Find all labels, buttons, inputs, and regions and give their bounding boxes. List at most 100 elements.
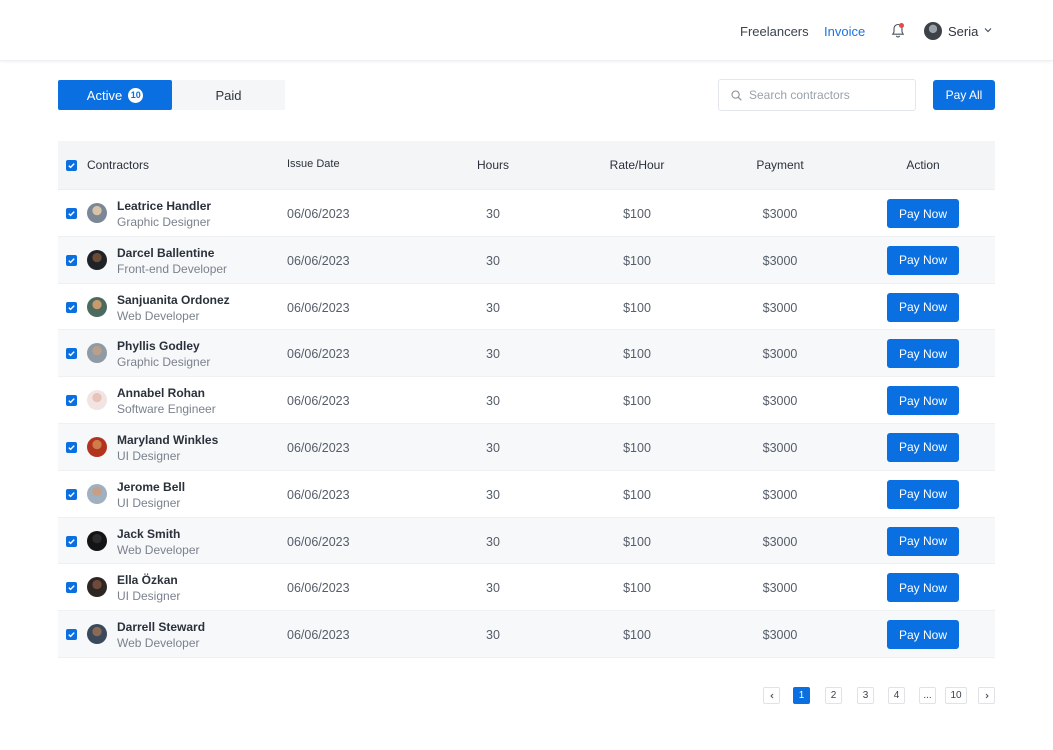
tab-paid[interactable]: Paid — [172, 80, 285, 110]
issue-date: 06/06/2023 — [287, 394, 350, 409]
page-button-10[interactable]: 10 — [945, 687, 967, 704]
check-icon — [68, 445, 75, 451]
avatar — [87, 296, 107, 317]
pay-now-button[interactable]: Pay Now — [887, 526, 959, 556]
page-button-1[interactable]: 1 — [793, 687, 810, 704]
chevron-left-icon — [769, 693, 773, 698]
header-action: Action — [906, 158, 940, 172]
contractor-role: Web Developer — [117, 542, 200, 557]
issue-date: 06/06/2023 — [287, 253, 350, 268]
contractor-role: UI Designer — [117, 495, 181, 510]
payment: $3000 — [762, 394, 798, 409]
hours: 30 — [486, 534, 500, 549]
pay-now-button[interactable]: Pay Now — [887, 292, 959, 322]
table-row: Maryland Winkles UI Designer 06/06/2023 30 $… — [58, 423, 995, 471]
check-icon — [68, 211, 75, 217]
pagination: 1 2 3 4... 10 — [0, 687, 1053, 704]
row-checkbox[interactable] — [66, 629, 77, 641]
payment: $3000 — [762, 581, 798, 596]
pay-now-button[interactable]: Pay Now — [887, 620, 959, 650]
row-checkbox[interactable] — [66, 254, 77, 266]
row-checkbox[interactable] — [66, 348, 77, 360]
pay-now-button[interactable]: Pay Now — [887, 386, 959, 416]
pay-now-button[interactable]: Pay Now — [887, 245, 959, 275]
avatar — [87, 577, 107, 598]
avatar — [87, 249, 107, 270]
payment: $3000 — [762, 207, 798, 221]
chevron-down-icon[interactable] — [983, 25, 993, 35]
user-name[interactable]: Seria — [948, 24, 979, 39]
table-header: Contractors Issue Date Hours Rate/Hour P… — [58, 141, 995, 190]
pay-now-button[interactable]: Pay Now — [887, 199, 959, 228]
issue-date: 06/06/2023 — [287, 581, 350, 596]
page-next-button[interactable] — [978, 687, 995, 704]
contractor-role: Front-end Developer — [117, 261, 228, 276]
hours: 30 — [486, 487, 500, 502]
row-checkbox[interactable] — [66, 301, 77, 313]
pay-all-button[interactable]: Pay All — [933, 80, 995, 110]
issue-date: 06/06/2023 — [287, 628, 350, 643]
nav-link-freelancers[interactable]: Freelancers — [740, 24, 809, 39]
header-payment: Payment — [756, 158, 804, 172]
contractor-name: Annabel Rohan — [117, 386, 206, 401]
row-checkbox[interactable] — [66, 488, 77, 500]
select-all-checkbox[interactable] — [66, 160, 77, 171]
avatar — [87, 530, 107, 551]
notification-dot — [899, 23, 904, 28]
contractor-role: Software Engineer — [117, 402, 216, 417]
payment: $3000 — [762, 534, 798, 549]
contractor-name: Ella Özkan — [117, 573, 178, 588]
pay-now-button[interactable]: Pay Now — [887, 479, 959, 509]
contractor-role: UI Designer — [117, 448, 181, 463]
rate: $100 — [623, 487, 651, 502]
hours: 30 — [486, 253, 500, 268]
user-avatar[interactable] — [924, 22, 942, 40]
table-row: Darcel Ballentine Front-end Developer 06/0… — [58, 236, 995, 284]
contractor-name: Sanjuanita Ordonez — [117, 292, 230, 307]
table-row: Jerome Bell UI Designer 06/06/2023 30 $100 $3… — [58, 471, 995, 518]
search-box — [718, 79, 916, 111]
payment: $3000 — [762, 347, 798, 362]
avatar — [87, 624, 107, 645]
header-contractors: Contractors — [87, 158, 150, 172]
row-checkbox[interactable] — [66, 535, 77, 547]
payment: $3000 — [762, 253, 798, 268]
row-checkbox[interactable] — [66, 208, 77, 219]
hours: 30 — [486, 440, 500, 455]
page-button-3[interactable]: 3 — [857, 687, 874, 704]
contractors-table: Contractors Issue Date Hours Rate/Hour P… — [58, 141, 995, 658]
payment: $3000 — [762, 628, 798, 643]
row-checkbox[interactable] — [66, 441, 77, 453]
tab-paid-label: Paid — [215, 87, 242, 103]
issue-date: 06/06/2023 — [287, 534, 350, 549]
rate: $100 — [623, 394, 651, 409]
page-button-2[interactable]: 2 — [825, 687, 842, 704]
table-row: Leatrice Handler Graphic Designer 06/06/20… — [58, 190, 995, 237]
row-checkbox[interactable] — [66, 395, 77, 407]
rate: $100 — [623, 440, 651, 455]
check-icon — [68, 304, 75, 310]
row-checkbox[interactable] — [66, 582, 77, 594]
search-input[interactable] — [749, 80, 909, 110]
pay-now-button[interactable]: Pay Now — [887, 432, 959, 462]
header-issue-date: Issue Date — [287, 158, 340, 170]
table-body: Leatrice Handler Graphic Designer 06/06/20… — [58, 190, 995, 658]
hours: 30 — [486, 394, 500, 409]
nav-link-invoice[interactable]: Invoice — [824, 24, 866, 39]
hours: 30 — [486, 347, 500, 362]
page-ellipsis[interactable]: ... — [919, 687, 936, 704]
contractor-name: Jack Smith — [117, 526, 181, 541]
header-hours: Hours — [476, 158, 510, 172]
tab-active-label: Active — [86, 87, 123, 103]
check-icon — [68, 538, 75, 544]
payment: $3000 — [762, 487, 798, 502]
contractor-role: Graphic Designer — [117, 355, 211, 370]
contractor-role: Graphic Designer — [117, 215, 211, 229]
rate: $100 — [623, 253, 651, 268]
table-row: Jack Smith Web Developer 06/06/2023 30 $100 $… — [58, 517, 995, 565]
tab-active[interactable]: Active 10 — [58, 80, 172, 110]
page-prev-button[interactable] — [763, 687, 780, 704]
pay-now-button[interactable]: Pay Now — [887, 339, 959, 369]
pay-now-button[interactable]: Pay Now — [887, 573, 959, 603]
page-button-4[interactable]: 4 — [888, 687, 905, 704]
